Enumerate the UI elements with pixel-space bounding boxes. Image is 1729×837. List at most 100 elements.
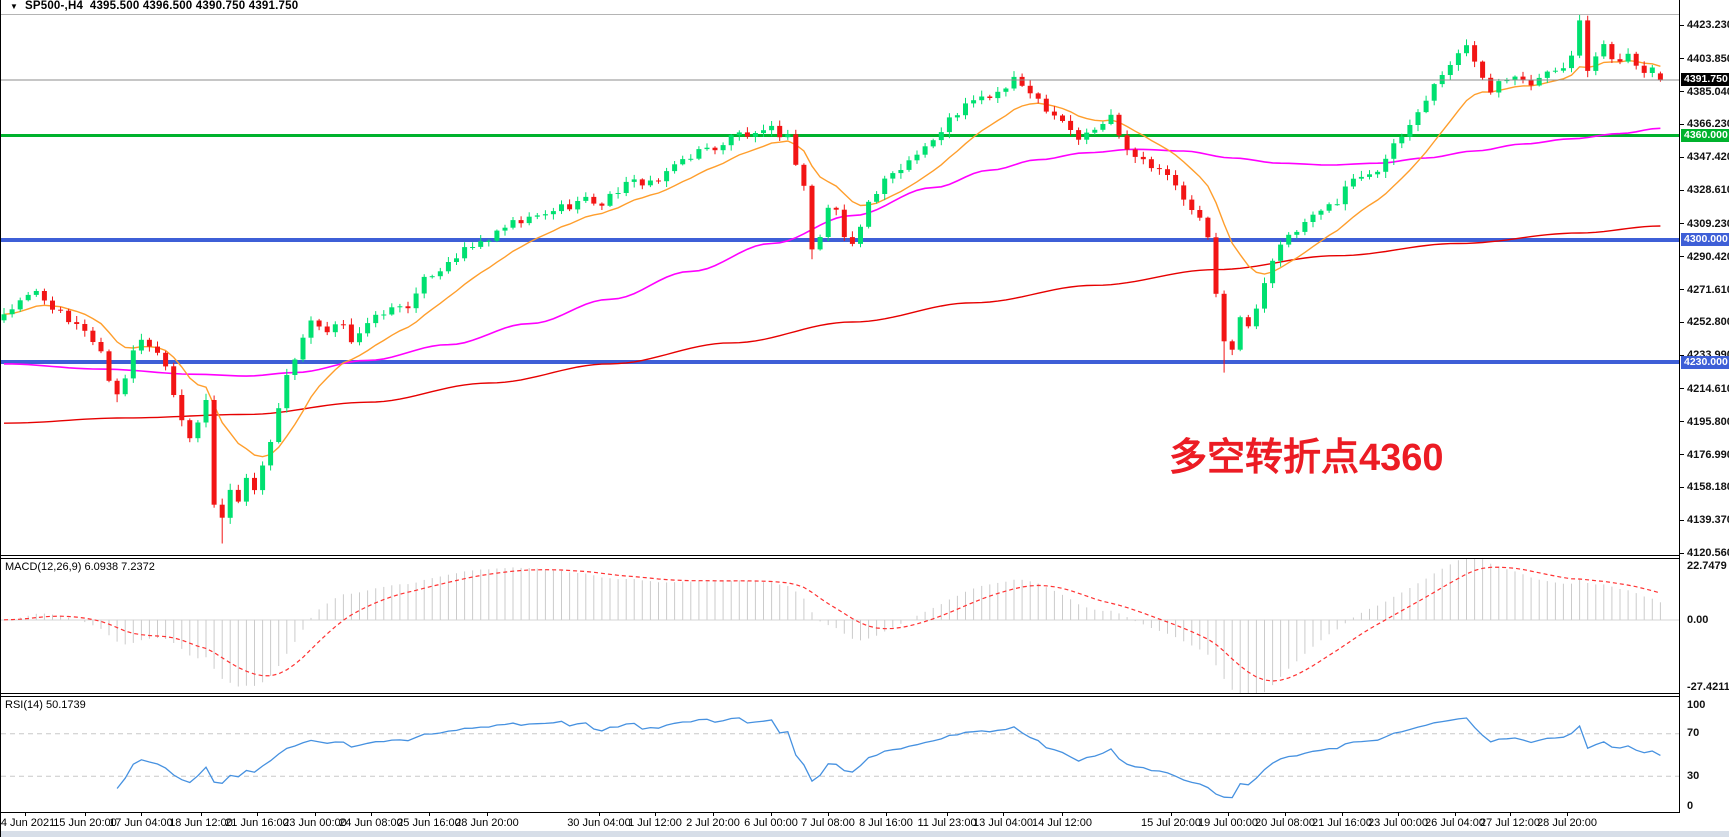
price-axis-tick-label: 4158.180 [1687, 481, 1729, 494]
candle-body [1342, 186, 1348, 205]
candle-body [429, 276, 435, 278]
candle-body [1447, 65, 1453, 75]
price-axis-tick-mark [1680, 189, 1684, 191]
price-axis-tick-label: 4290.420 [1687, 250, 1729, 263]
time-axis-label: 18 Jun 12:00 [169, 817, 233, 829]
candle-body [647, 180, 653, 186]
time-axis-tick-mark [257, 813, 258, 816]
candle-body [841, 209, 847, 238]
macd-indicator-plot[interactable] [1, 559, 1679, 693]
candle-body [219, 504, 225, 518]
price-axis-tick-mark [1680, 289, 1684, 291]
panel-divider[interactable] [1, 693, 1729, 694]
candle-body [809, 185, 815, 250]
candle-body [1011, 76, 1017, 89]
chart-annotation-text: 多空转折点4360 [1169, 437, 1444, 479]
candle-body [615, 193, 621, 194]
time-axis-label: 14 Jun 2021 [0, 817, 56, 829]
main-chart-plot[interactable] [1, 0, 1679, 555]
candle-body [1569, 55, 1574, 69]
price-axis-tick-label: 4120.560 [1687, 547, 1729, 560]
time-axis-label: 23 Jun 00:00 [283, 817, 347, 829]
candle-body [567, 204, 573, 210]
candle-body [82, 324, 88, 331]
panel-divider[interactable] [1, 555, 1729, 556]
macd-axis-zero: 0.00 [1687, 614, 1709, 626]
candle-body [550, 211, 556, 215]
time-axis-tick-mark [85, 813, 86, 816]
candle-body [1326, 204, 1332, 211]
candle-body [1092, 129, 1098, 133]
symbol-dropdown-icon[interactable]: ▼ [10, 2, 18, 11]
candle-body [389, 307, 395, 315]
time-axis-label: 24 Jun 08:00 [339, 817, 403, 829]
time-axis-label: 11 Jul 23:00 [917, 817, 977, 829]
price-axis-tick-label: 4423.230 [1687, 19, 1729, 31]
price-axis-tick-mark [1680, 519, 1684, 521]
time-axis-tick-mark [371, 813, 372, 816]
candle-body [1262, 283, 1267, 309]
macd-axis-max: 22.7479 [1687, 560, 1727, 572]
candle-body [599, 203, 605, 206]
candle-body [478, 241, 484, 247]
candle-body [680, 159, 686, 165]
time-axis-tick-mark [1398, 813, 1399, 816]
price-axis-tick-mark [1680, 388, 1684, 390]
time-axis-label: 20 Jul 08:00 [1255, 817, 1315, 829]
price-axis-tick-mark [1680, 91, 1684, 93]
time-axis-tick-mark [1003, 813, 1004, 816]
horizontal-level-line [1, 238, 1679, 242]
candle-body [114, 380, 120, 395]
candle-body [1512, 76, 1518, 80]
candle-body [1657, 73, 1663, 80]
price-axis-tick-mark [1680, 58, 1684, 60]
candle-body [971, 100, 977, 104]
chart-symbol-period: SP500-,H4 [25, 0, 84, 12]
candle-body [987, 96, 993, 98]
candle-body [1334, 204, 1340, 206]
time-axis-tick-mark [1062, 813, 1063, 816]
candle-body [138, 339, 144, 351]
candle-body [1245, 317, 1251, 327]
candle-body [50, 300, 55, 310]
time-axis-tick-mark [315, 813, 316, 816]
candle-body [979, 96, 985, 101]
price-axis-tick-label: 4139.370 [1687, 514, 1729, 527]
price-level-label: 4391.750 [1681, 73, 1729, 87]
candle-body [33, 291, 39, 295]
time-axis-tick-mark [429, 813, 430, 816]
candle-body [155, 346, 160, 353]
candle-body [1625, 53, 1631, 62]
axis-border-line [1679, 0, 1680, 832]
candle-body [1051, 111, 1057, 116]
candle-body [227, 489, 233, 518]
candle-body [502, 227, 508, 231]
price-axis-tick-mark [1680, 24, 1684, 26]
candle-body [1649, 67, 1655, 73]
time-axis[interactable]: 14 Jun 2021 15 Jun 20:00 17 Jun 04:00 18 Ju… [1, 813, 1729, 831]
candle-body [163, 352, 169, 367]
candle-body [1076, 130, 1082, 140]
price-axis-tick-label: 4347.420 [1687, 151, 1729, 164]
rsi-axis-70: 70 [1687, 727, 1700, 739]
candle-body [1520, 76, 1526, 81]
time-axis-label: 2 Jul 20:00 [686, 817, 740, 829]
rsi-indicator-plot[interactable] [1, 697, 1679, 812]
bottom-scroll-strip [1, 831, 1729, 837]
price-level-label: 4360.000 [1681, 128, 1729, 142]
candle-body [1577, 20, 1583, 56]
price-axis-tick-mark [1680, 552, 1684, 554]
candle-body [397, 306, 403, 308]
chart-title-bar: ▼ SP500-,H4 4395.500 4396.500 4390.750 4… [1, 0, 1679, 14]
candle-body [1035, 93, 1041, 99]
candle-body [1496, 81, 1502, 93]
candle-body [954, 115, 960, 118]
candle-body [518, 220, 524, 224]
candle-body [914, 154, 920, 161]
price-axis-tick-label: 4403.850 [1687, 52, 1729, 65]
candle-body [1415, 112, 1421, 125]
price-axis[interactable]: 22.7479 0.00 -27.4211 100 70 30 0 4423.2… [1680, 0, 1729, 832]
candle-body [1593, 56, 1599, 71]
candle-body [413, 293, 419, 309]
candle-body [761, 130, 766, 134]
